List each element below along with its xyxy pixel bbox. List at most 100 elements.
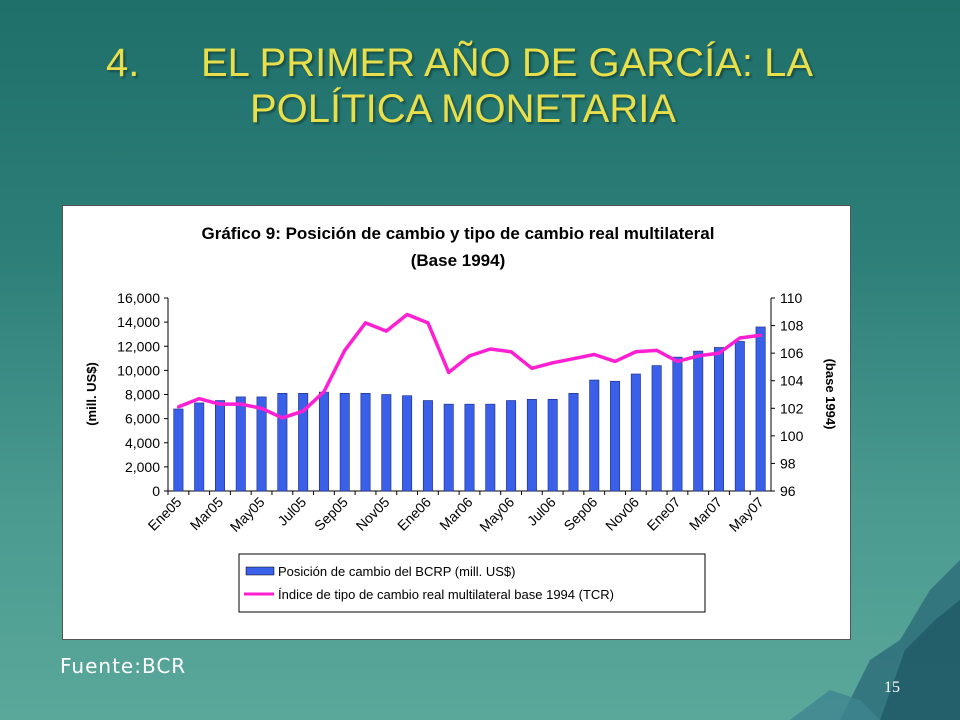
- y-tick-label: 6,000: [125, 411, 160, 427]
- bar-May05: [256, 396, 267, 492]
- tcr-point-Jun06: [530, 366, 534, 370]
- x-tick-label: Jul06: [524, 494, 559, 529]
- slide-title: 4. EL PRIMER AÑO DE GARCÍA: LA POLÍTICA M…: [100, 40, 900, 132]
- bar-Jun05: [277, 392, 288, 492]
- source-note: Fuente:BCR: [60, 654, 187, 678]
- bar-Jul05: [298, 392, 309, 492]
- tcr-point-Feb05: [197, 397, 201, 401]
- chart-panel: Gráfico 9: Posición de cambio y tipo de …: [62, 205, 851, 640]
- chart-svg: Gráfico 9: Posición de cambio y tipo de …: [84, 224, 838, 613]
- bar-May06: [506, 400, 517, 492]
- tcr-point-Sep06: [592, 353, 596, 357]
- tcr-point-Feb07: [696, 354, 700, 358]
- y2-tick-label: 104: [780, 373, 804, 389]
- bar-Feb05: [194, 402, 205, 492]
- y2-tick-label: 110: [780, 290, 803, 306]
- tcr-point-Sep05: [343, 348, 347, 352]
- bar-Feb07: [693, 350, 704, 492]
- y2-tick-label: 108: [780, 318, 804, 334]
- bar-Oct06: [610, 380, 621, 492]
- bar-Abr07: [734, 341, 745, 492]
- x-tick-label: Mar07: [686, 494, 726, 534]
- tcr-point-Oct05: [364, 321, 368, 325]
- bar-Feb06: [443, 403, 454, 492]
- tcr-point-Abr07: [738, 336, 742, 340]
- bar-Sep05: [339, 392, 350, 492]
- y2-tick-label: 96: [780, 483, 796, 499]
- chart-title: Gráfico 9: Posición de cambio y tipo de …: [202, 224, 715, 243]
- y-tick-label: 2,000: [125, 459, 160, 475]
- tcr-point-Jul06: [551, 361, 555, 365]
- x-tick-label: Ene06: [394, 494, 434, 534]
- tcr-point-Ene05: [176, 405, 180, 409]
- bar-Ago05: [318, 391, 329, 492]
- tcr-point-Ago06: [571, 357, 575, 361]
- y-tick-label: 16,000: [117, 290, 160, 306]
- legend-box: [238, 553, 706, 613]
- tcr-point-Nov05: [384, 329, 388, 333]
- x-tick-label: May05: [227, 494, 268, 535]
- bar-Sep06: [589, 379, 600, 492]
- legend-line-label: Índice de tipo de cambio real multilater…: [278, 587, 614, 602]
- x-tick-label: Sep06: [560, 494, 600, 534]
- x-tick-label: May06: [476, 494, 517, 535]
- tcr-point-Feb06: [447, 370, 451, 374]
- bar-Jul06: [547, 399, 558, 492]
- bar-Jun06: [526, 399, 537, 492]
- page-number: 15: [884, 679, 900, 696]
- y-tick-label: 14,000: [117, 314, 160, 330]
- y2-tick-label: 98: [780, 455, 796, 471]
- y-tick-label: 8,000: [125, 387, 160, 403]
- tcr-point-Oct06: [613, 359, 617, 363]
- x-tick-label: May07: [726, 494, 767, 535]
- tcr-point-Jun05: [280, 416, 284, 420]
- bar-Ene05: [173, 408, 184, 492]
- chart-subtitle: (Base 1994): [411, 251, 506, 270]
- y-axis-label: (mill. US$): [84, 362, 99, 426]
- y2-tick-label: 106: [780, 345, 804, 361]
- x-tick-label: Jul05: [274, 494, 309, 529]
- y-tick-label: 4,000: [125, 435, 160, 451]
- x-tick-label: Mar05: [187, 494, 227, 534]
- tcr-point-Mar06: [468, 354, 471, 358]
- y-tick-label: 0: [152, 483, 160, 499]
- bar-Oct05: [360, 392, 371, 492]
- x-tick-label: Ene05: [145, 494, 185, 534]
- tcr-point-Ene07: [675, 359, 679, 363]
- y2-tick-label: 102: [780, 400, 804, 416]
- bar-Dic05: [402, 395, 413, 492]
- legend-bar-swatch: [245, 566, 275, 576]
- x-tick-label: Nov06: [602, 494, 642, 534]
- bar-Mar07: [714, 347, 724, 492]
- y2-axis-label: (base 1994): [823, 359, 838, 430]
- tcr-point-Abr06: [488, 347, 492, 351]
- tcr-point-Dic05: [405, 313, 409, 317]
- tcr-point-Ago05: [322, 390, 326, 394]
- bar-Dic06: [651, 365, 662, 492]
- tcr-point-Dic06: [655, 348, 659, 352]
- legend: Posición de cambio del BCRP (mill. US$) …: [238, 553, 706, 613]
- bar-Abr06: [485, 403, 496, 492]
- tcr-point-May07: [759, 333, 763, 337]
- legend-bar-label: Posición de cambio del BCRP (mill. US$): [278, 564, 515, 579]
- y2-tick-label: 100: [780, 428, 804, 444]
- tcr-point-Ene06: [426, 321, 430, 325]
- tcr-point-May05: [260, 406, 264, 410]
- tcr-point-Abr05: [239, 402, 243, 406]
- bar-Ago06: [568, 392, 579, 492]
- title-line-1: EL PRIMER AÑO DE GARCÍA: LA: [201, 41, 814, 85]
- bar-Mar06: [464, 403, 475, 492]
- bar-Ene07: [672, 356, 683, 492]
- tcr-point-Mar05: [218, 402, 222, 406]
- bar-Mar05: [215, 400, 225, 492]
- plot-area: 0 2,000 4,000 6,000 8,000 10,000 12,000 14,000 1…: [117, 290, 803, 535]
- tcr-point-May06: [509, 350, 513, 354]
- tcr-point-Mar07: [717, 351, 721, 355]
- bar-Ene06: [422, 400, 433, 492]
- y-tick-label: 10,000: [117, 362, 160, 378]
- bar-Nov05: [381, 394, 392, 492]
- tcr-point-Jul05: [301, 409, 305, 413]
- x-tick-label: Nov05: [353, 494, 393, 534]
- tcr-point-Nov06: [634, 350, 638, 354]
